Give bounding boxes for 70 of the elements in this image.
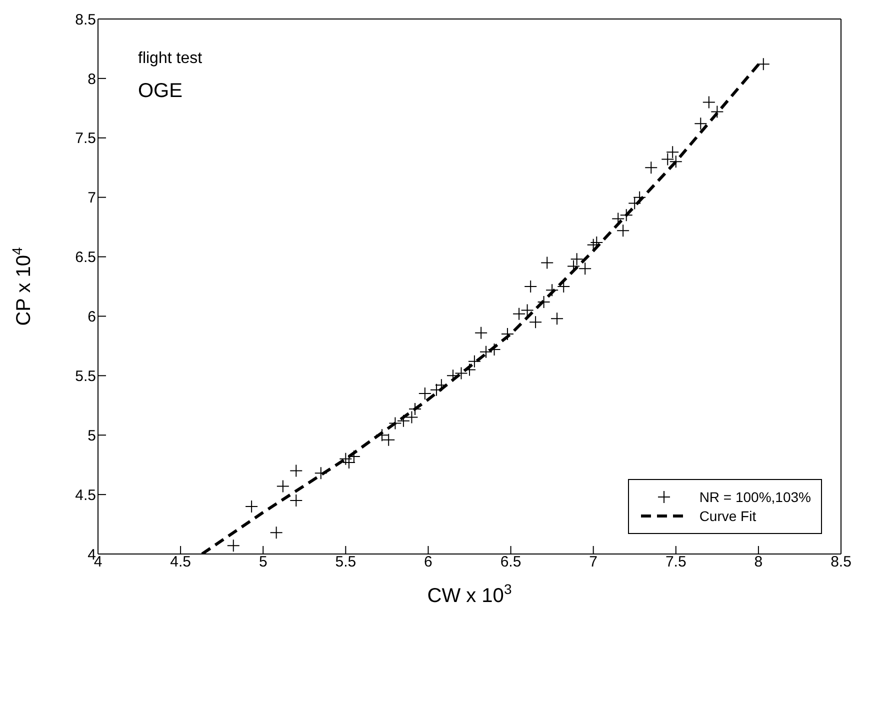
point <box>396 414 410 428</box>
x-tick-label: 4.5 <box>170 554 191 571</box>
x-tick-label: 8 <box>754 554 763 571</box>
point <box>405 410 418 424</box>
point <box>550 312 564 326</box>
y-tick-label: 7.5 <box>75 130 96 148</box>
point <box>540 256 554 270</box>
point <box>408 402 422 416</box>
point <box>694 117 708 130</box>
x-tick-label: 5.5 <box>335 554 356 571</box>
annotation: OGE <box>138 80 182 103</box>
point <box>488 343 501 356</box>
point <box>633 190 646 204</box>
point <box>512 307 526 320</box>
point <box>474 326 488 340</box>
x-tick-label: 7.5 <box>665 554 686 571</box>
legend-label: Curve Fit <box>699 508 756 524</box>
point <box>245 500 258 513</box>
point <box>290 494 303 507</box>
point <box>270 526 283 540</box>
point <box>347 450 360 464</box>
x-tick-label: 5 <box>258 554 268 571</box>
point <box>463 363 476 376</box>
point <box>546 284 559 297</box>
point <box>290 464 303 478</box>
point <box>339 452 352 466</box>
point <box>702 96 716 109</box>
y-tick-label: 6 <box>88 308 96 326</box>
point <box>644 161 658 174</box>
point <box>529 316 542 329</box>
point <box>620 208 633 222</box>
point <box>388 416 402 430</box>
point <box>628 196 642 210</box>
point <box>480 345 493 358</box>
y-tick-label: 5.5 <box>75 368 96 385</box>
point <box>430 383 443 396</box>
point <box>342 456 356 469</box>
point <box>418 387 432 400</box>
point <box>434 378 448 392</box>
point <box>669 155 682 168</box>
x-tick-label: 6.5 <box>500 554 522 571</box>
point <box>666 146 680 159</box>
point <box>226 539 240 552</box>
point <box>520 304 534 317</box>
y-tick-label: 8 <box>88 70 96 88</box>
y-tick-label: 4.5 <box>75 486 96 504</box>
point <box>570 252 584 266</box>
y-tick-label: 8.5 <box>75 11 96 28</box>
x-axis-title: CW x 10$^{3}$ <box>427 581 512 607</box>
y-tick-label: 5 <box>88 427 96 444</box>
x-tick-label: 6 <box>424 554 432 571</box>
point <box>524 280 538 293</box>
point <box>276 480 290 493</box>
point <box>756 58 770 71</box>
point <box>454 366 468 380</box>
point <box>537 295 550 308</box>
y-tick-label: 6.5 <box>75 249 96 266</box>
legend-label: NR = 100%,103% <box>699 489 811 505</box>
x-tick-label: 7 <box>589 554 598 571</box>
point <box>661 152 674 166</box>
point <box>314 466 328 480</box>
x-tick-label: 8.5 <box>830 554 852 571</box>
point <box>616 224 630 238</box>
point <box>500 328 514 341</box>
annotation: flight test <box>138 50 202 68</box>
point <box>468 354 481 368</box>
point <box>578 262 592 276</box>
point <box>557 280 570 293</box>
point <box>710 105 724 118</box>
y-tick-label: 7 <box>88 190 96 207</box>
